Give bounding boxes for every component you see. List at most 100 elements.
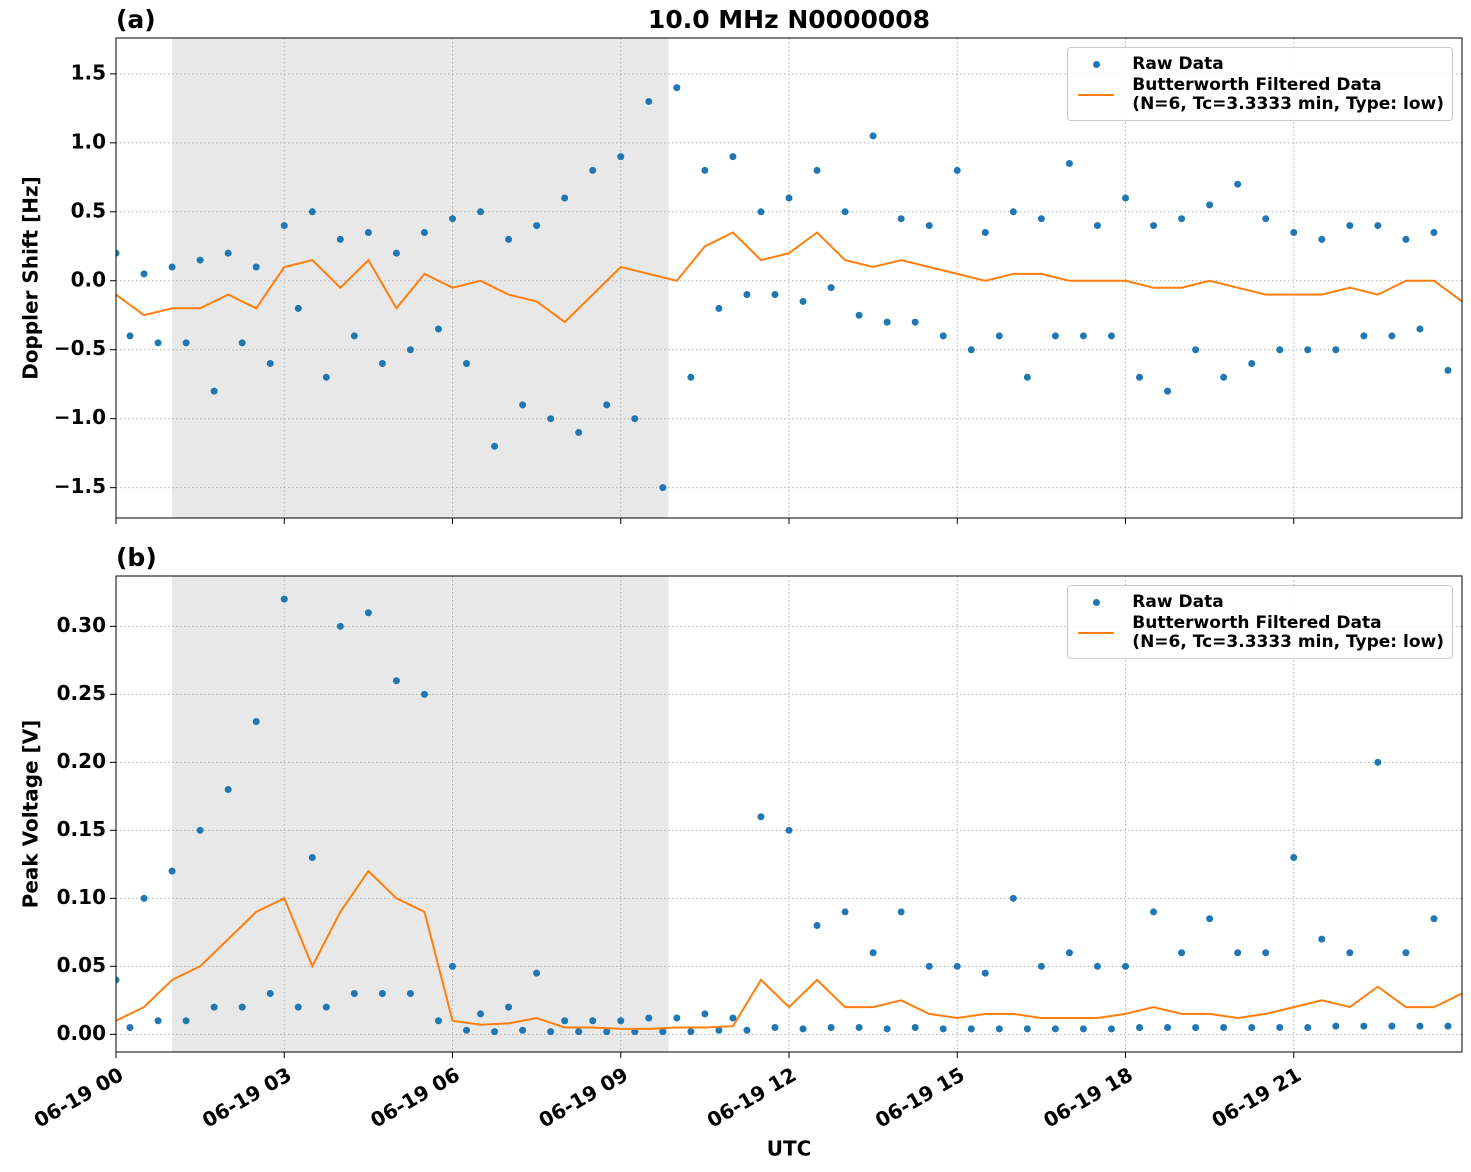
- raw-point: [126, 332, 134, 340]
- raw-point: [603, 401, 611, 409]
- raw-point: [1192, 346, 1200, 354]
- raw-point: [925, 962, 933, 970]
- raw-point: [224, 786, 232, 794]
- raw-point: [1164, 1024, 1172, 1032]
- raw-point: [1346, 949, 1354, 957]
- raw-point: [1290, 854, 1298, 862]
- raw-point: [1051, 1025, 1059, 1033]
- legend-entry: Raw Data: [1076, 592, 1444, 612]
- raw-point: [953, 962, 961, 970]
- raw-point: [953, 166, 961, 174]
- raw-point: [168, 867, 176, 875]
- y-tick-label: −1.5: [54, 474, 106, 498]
- raw-point: [116, 249, 120, 257]
- raw-point: [603, 1028, 611, 1036]
- raw-point: [280, 595, 288, 603]
- raw-point: [1065, 160, 1073, 168]
- legend-key: [1076, 592, 1116, 612]
- raw-point: [140, 894, 148, 902]
- legend-swatch: [1078, 94, 1115, 96]
- raw-point: [631, 415, 639, 423]
- raw-point: [743, 1026, 751, 1034]
- raw-point: [533, 969, 541, 977]
- axes-frame: [115, 575, 1463, 1053]
- raw-point: [1346, 222, 1354, 230]
- y-tick-label: 1.5: [71, 60, 106, 84]
- raw-point: [617, 1017, 625, 1025]
- raw-point: [1206, 915, 1214, 923]
- raw-point: [1150, 222, 1158, 230]
- raw-point: [434, 325, 442, 333]
- legend-label: Butterworth Filtered Data (N=6, Tc=3.333…: [1132, 75, 1444, 114]
- raw-point: [1178, 215, 1186, 223]
- raw-point: [1093, 222, 1101, 230]
- raw-point: [1136, 1024, 1144, 1032]
- raw-point: [392, 249, 400, 257]
- raw-point: [897, 215, 905, 223]
- raw-point: [1178, 949, 1186, 957]
- raw-point: [1009, 208, 1017, 216]
- raw-point: [477, 1010, 485, 1018]
- raw-point: [715, 304, 723, 312]
- raw-point: [827, 284, 835, 292]
- raw-point: [897, 908, 905, 916]
- raw-point: [519, 1026, 527, 1034]
- raw-point: [378, 990, 386, 998]
- raw-point: [519, 401, 527, 409]
- raw-point: [813, 166, 821, 174]
- raw-point: [1332, 1022, 1340, 1030]
- raw-point: [1262, 949, 1270, 957]
- raw-point: [925, 222, 933, 230]
- raw-point: [505, 1003, 513, 1011]
- raw-point: [883, 318, 891, 326]
- raw-point: [168, 263, 176, 271]
- raw-point: [308, 854, 316, 862]
- raw-point: [196, 256, 204, 264]
- raw-point: [827, 1024, 835, 1032]
- raw-point: [841, 908, 849, 916]
- raw-point: [1430, 915, 1438, 923]
- raw-point: [1164, 387, 1172, 395]
- raw-point: [364, 228, 372, 236]
- filtered-line: [116, 869, 1462, 1030]
- legend-swatch: [1078, 632, 1115, 634]
- raw-point: [336, 235, 344, 243]
- raw-point: [1079, 332, 1087, 340]
- raw-point: [771, 291, 779, 299]
- raw-point: [196, 826, 204, 834]
- raw-point: [575, 428, 583, 436]
- raw-point: [1360, 332, 1368, 340]
- raw-point: [1065, 949, 1073, 957]
- raw-point: [701, 1010, 709, 1018]
- raw-point: [350, 332, 358, 340]
- raw-point: [687, 373, 695, 381]
- y-tick-label: 0.15: [57, 817, 106, 841]
- x-tick-label: 06-19 21: [1207, 1062, 1305, 1132]
- raw-point: [911, 318, 919, 326]
- raw-point: [294, 304, 302, 312]
- raw-point: [364, 609, 372, 617]
- chart-title: 10.0 MHz N0000008: [648, 5, 930, 34]
- raw-point: [841, 208, 849, 216]
- raw-point: [1388, 1022, 1396, 1030]
- raw-point: [659, 484, 667, 492]
- raw-point: [813, 922, 821, 930]
- raw-point: [1220, 1024, 1228, 1032]
- raw-point: [1402, 949, 1410, 957]
- raw-point: [1136, 373, 1144, 381]
- raw-point: [182, 1017, 190, 1025]
- raw-point: [967, 1025, 975, 1033]
- x-axis-label: UTC: [767, 1137, 812, 1161]
- raw-point: [210, 1003, 218, 1011]
- raw-point: [1107, 332, 1115, 340]
- y-tick-label: 0.00: [57, 1021, 106, 1045]
- raw-point: [855, 1024, 863, 1032]
- raw-point: [743, 291, 751, 299]
- raw-point: [1023, 373, 1031, 381]
- legend-key: [1076, 623, 1116, 643]
- raw-point: [1122, 962, 1129, 970]
- plot-area: [116, 84, 1462, 492]
- raw-point: [785, 826, 793, 834]
- raw-point: [463, 360, 471, 368]
